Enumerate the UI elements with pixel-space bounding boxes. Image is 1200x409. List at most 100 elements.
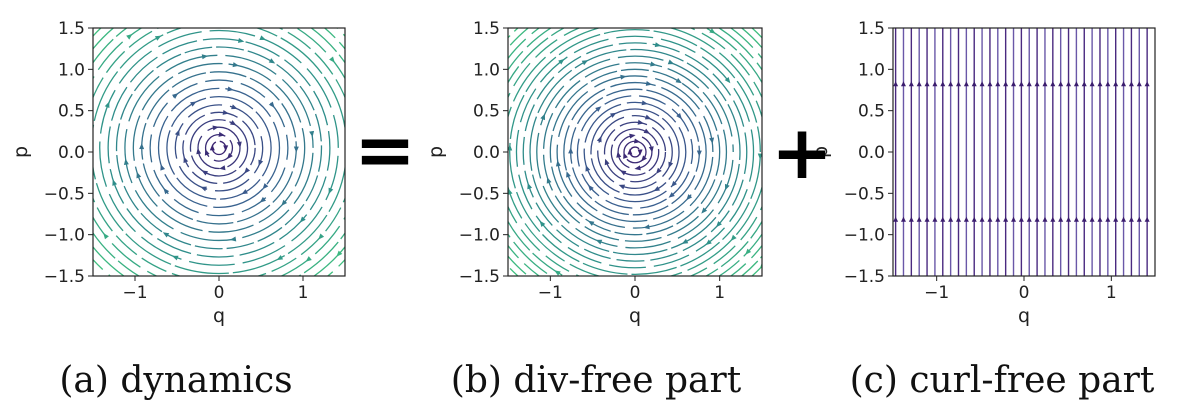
y-axis-label: p bbox=[10, 146, 32, 158]
panel-a-dynamics: −1 0 1 1.5 1.0 0.5 0.0 −0.5 −1.0 −1.5 q p bbox=[10, 19, 346, 327]
stream-arrow bbox=[643, 224, 650, 230]
streamline bbox=[99, 29, 339, 266]
stream-arrow bbox=[136, 171, 142, 179]
streamline bbox=[603, 121, 667, 183]
y-tick-label: 1.5 bbox=[58, 19, 85, 39]
stream-arrow bbox=[645, 80, 653, 86]
stream-arrow bbox=[209, 144, 215, 151]
y-tick-label: −0.5 bbox=[459, 184, 500, 204]
stream-arrow bbox=[650, 283, 657, 289]
stream-arrow bbox=[1042, 81, 1048, 87]
stream-arrow bbox=[979, 216, 985, 222]
stream-arrow bbox=[778, 208, 785, 215]
panel-c-curl-free: −1 0 1 1.5 1.0 0.5 0.0 −0.5 −1.0 −1.5 q p bbox=[810, 19, 1156, 327]
stream-arrow bbox=[1121, 216, 1127, 222]
stream-arrow bbox=[174, 129, 180, 137]
stream-arrow bbox=[629, 133, 636, 139]
stream-arrow bbox=[293, 146, 299, 153]
y-tick-label: 0.0 bbox=[858, 143, 885, 163]
stream-arrow bbox=[1105, 81, 1111, 87]
stream-arrow bbox=[1050, 216, 1056, 222]
stream-arrow bbox=[1144, 81, 1150, 87]
stream-arrow bbox=[201, 170, 209, 176]
stream-arrow bbox=[676, 112, 682, 120]
stream-arrow bbox=[759, 262, 762, 269]
streamline bbox=[93, 28, 345, 276]
stream-arrow bbox=[336, 250, 343, 257]
stream-arrow bbox=[1089, 81, 1095, 87]
streamline bbox=[610, 128, 660, 176]
caption-b: (b) div-free part bbox=[451, 360, 742, 401]
streamline bbox=[536, 55, 734, 249]
stream-arrow bbox=[1018, 216, 1024, 222]
stream-arrow bbox=[1113, 216, 1119, 222]
stream-arrow bbox=[693, 5, 700, 12]
stream-arrow bbox=[568, 147, 574, 154]
streamline bbox=[93, 28, 345, 276]
streamline bbox=[189, 119, 249, 177]
stream-arrow bbox=[1066, 81, 1072, 87]
stream-arrow bbox=[932, 216, 938, 222]
stream-arrow bbox=[268, 101, 275, 108]
stream-arrow bbox=[655, 167, 662, 174]
streamline bbox=[549, 68, 721, 236]
stream-arrow bbox=[281, 199, 288, 206]
streamline bbox=[508, 28, 762, 276]
stream-arrow bbox=[585, 165, 591, 172]
stream-arrow bbox=[948, 81, 954, 87]
stream-arrow bbox=[1144, 216, 1150, 222]
stream-arrow bbox=[893, 216, 899, 222]
plus-operator: + bbox=[771, 110, 833, 196]
stream-arrow bbox=[244, 167, 251, 174]
stream-arrow bbox=[1011, 216, 1017, 222]
y-tick-label: 0.5 bbox=[58, 102, 85, 122]
stream-arrow bbox=[588, 220, 595, 227]
stream-arrow bbox=[916, 216, 922, 222]
stream-arrow bbox=[637, 149, 643, 156]
y-axis-label: p bbox=[425, 146, 447, 158]
stream-arrow bbox=[604, 158, 610, 166]
x-tick-label: −1 bbox=[924, 283, 949, 303]
stream-arrow bbox=[48, 167, 54, 174]
stream-arrow bbox=[160, 164, 166, 171]
stream-arrow bbox=[1136, 81, 1142, 87]
equals-operator: = bbox=[354, 107, 416, 193]
x-tick-label: 1 bbox=[298, 283, 309, 303]
stream-arrow bbox=[681, 238, 689, 244]
stream-arrow bbox=[627, 148, 633, 155]
stream-arrow bbox=[613, 15, 620, 21]
stream-arrow bbox=[956, 216, 961, 222]
stream-arrow bbox=[218, 131, 225, 137]
stream-arrow bbox=[940, 216, 946, 222]
y-tick-label: −1.0 bbox=[844, 226, 885, 246]
stream-arrow bbox=[637, 119, 644, 125]
stream-arrow bbox=[595, 106, 602, 112]
stream-arrow bbox=[227, 86, 234, 92]
stream-arrow bbox=[1121, 81, 1127, 87]
stream-arrow bbox=[172, 255, 179, 261]
y-tick-label: 0.0 bbox=[58, 143, 85, 163]
stream-arrow bbox=[1003, 216, 1009, 222]
y-tick-label: −1.0 bbox=[459, 226, 500, 246]
stream-arrow bbox=[163, 187, 170, 195]
stream-arrow bbox=[1058, 216, 1064, 222]
stream-arrow bbox=[724, 76, 731, 84]
streamline bbox=[508, 28, 762, 276]
stream-arrow bbox=[540, 113, 546, 121]
stream-arrow bbox=[1050, 81, 1056, 87]
stream-arrow bbox=[1128, 216, 1134, 222]
stream-arrow bbox=[219, 165, 226, 171]
stream-arrow bbox=[126, 33, 133, 40]
stream-arrow bbox=[1081, 81, 1087, 87]
stream-arrow bbox=[508, 188, 513, 195]
stream-arrow bbox=[162, 232, 170, 238]
stream-arrow bbox=[329, 56, 335, 63]
stream-arrow bbox=[259, 35, 266, 41]
stream-arrow bbox=[237, 37, 245, 43]
y-tick-label: 0.0 bbox=[473, 143, 500, 163]
x-axis-label: q bbox=[629, 305, 641, 327]
stream-arrow bbox=[104, 101, 110, 109]
stream-arrow bbox=[1128, 81, 1134, 87]
stream-arrow bbox=[204, 149, 210, 156]
